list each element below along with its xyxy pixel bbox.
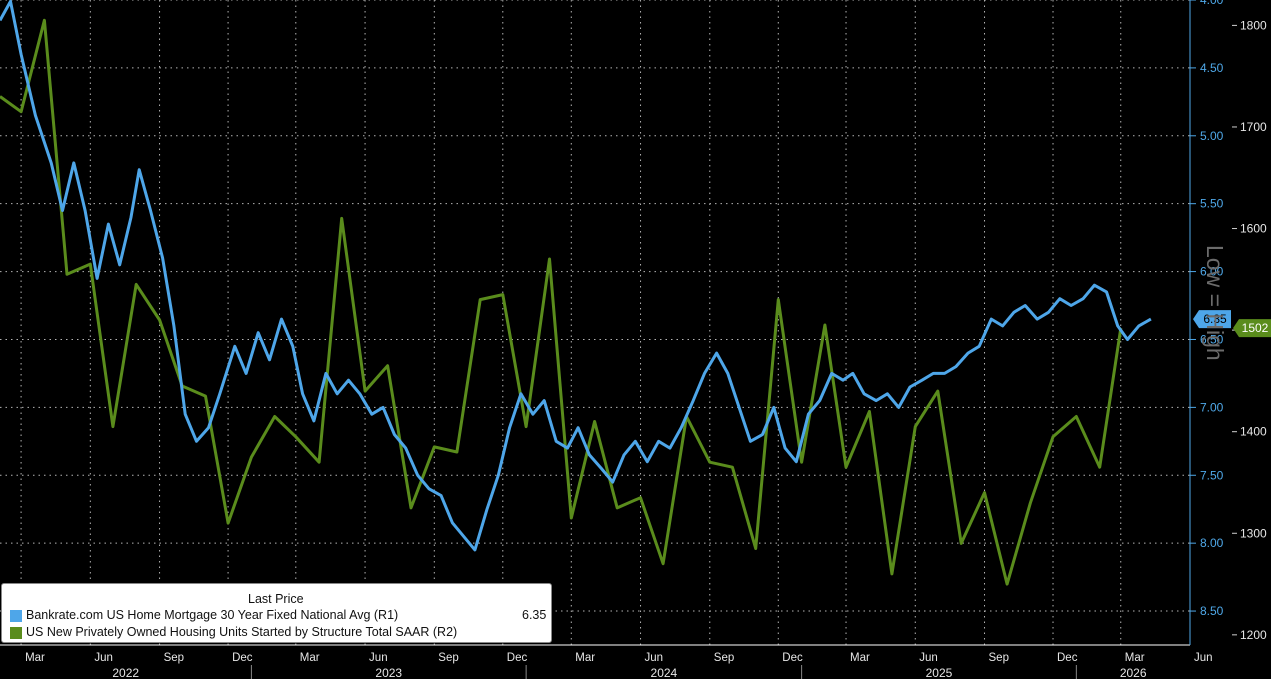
y2-tick-label: 1200 bbox=[1240, 628, 1267, 642]
last-value-label-starts: 1502 bbox=[1242, 321, 1269, 335]
y1-tick-label: 7.00 bbox=[1200, 400, 1224, 414]
y1-tick-label: 7.50 bbox=[1200, 468, 1224, 482]
y2-tick-label: 1400 bbox=[1240, 425, 1267, 439]
y1-tick-label: 8.50 bbox=[1200, 604, 1224, 618]
x-tick-label: Mar bbox=[300, 652, 320, 664]
x-tick-label: Jun bbox=[369, 652, 388, 664]
y2-tick-label: 1800 bbox=[1240, 18, 1267, 32]
x-tick-label: Dec bbox=[507, 652, 528, 664]
series-line-housing-starts bbox=[0, 18, 1123, 586]
x-tick-label: Dec bbox=[1057, 652, 1078, 664]
y2-tick-label: 1300 bbox=[1240, 526, 1267, 540]
scale-direction-text: Low = High bbox=[1202, 245, 1228, 361]
y2-tick-label: 1600 bbox=[1240, 222, 1267, 236]
legend-item-mortgage: Bankrate.com US Home Mortgage 30 Year Fi… bbox=[10, 608, 550, 624]
y1-tick-label: 4.50 bbox=[1200, 61, 1224, 75]
x-tick-label: Sep bbox=[164, 652, 184, 664]
y1-tick-label: 5.00 bbox=[1200, 129, 1224, 143]
last-value-tag-mortgage bbox=[1193, 310, 1231, 329]
legend: Last Price Bankrate.com US Home Mortgage… bbox=[1, 583, 552, 643]
x-year-label: 2026 bbox=[1120, 666, 1147, 679]
legend-value-mortgage: 6.35 bbox=[522, 608, 547, 622]
y1-tick-label: 6.50 bbox=[1200, 332, 1224, 346]
x-tick-label: Jun bbox=[919, 652, 938, 664]
last-value-tag-starts bbox=[1233, 319, 1271, 338]
x-tick-label: Mar bbox=[850, 652, 870, 664]
y2-tick-label: 1700 bbox=[1240, 120, 1267, 134]
legend-swatch-mortgage bbox=[10, 610, 22, 622]
x-tick-label: Dec bbox=[232, 652, 253, 664]
x-year-label: 2022 bbox=[112, 666, 139, 679]
y1-tick-label: 6.00 bbox=[1200, 265, 1224, 279]
x-tick-label: Sep bbox=[714, 652, 734, 664]
x-tick-label: Jun bbox=[94, 652, 113, 664]
series-line-mortgage-rate bbox=[0, 0, 1152, 552]
x-tick-label: Dec bbox=[782, 652, 803, 664]
x-tick-label: Sep bbox=[989, 652, 1009, 664]
y1-tick-label: 5.50 bbox=[1200, 197, 1224, 211]
x-year-label: 2025 bbox=[926, 666, 953, 679]
legend-item-starts: US New Privately Owned Housing Units Sta… bbox=[10, 625, 550, 641]
x-tick-label: Jun bbox=[645, 652, 664, 664]
x-tick-label: Mar bbox=[1125, 652, 1145, 664]
y1-tick-label: 4.00 bbox=[1200, 0, 1224, 7]
scale-direction-label: Low = High bbox=[1200, 245, 1230, 395]
legend-swatch-starts bbox=[10, 627, 22, 639]
x-tick-label: Sep bbox=[438, 652, 458, 664]
x-tick-label: Jun bbox=[1194, 652, 1213, 664]
y1-tick-label: 8.00 bbox=[1200, 536, 1224, 550]
x-tick-label: Mar bbox=[25, 652, 45, 664]
x-year-label: 2024 bbox=[651, 666, 678, 679]
legend-label-starts: US New Privately Owned Housing Units Sta… bbox=[26, 625, 458, 639]
last-value-label-mortgage: 6.35 bbox=[1203, 312, 1227, 326]
x-year-label: 2023 bbox=[375, 666, 402, 679]
legend-header: Last Price bbox=[248, 592, 304, 606]
x-tick-label: Mar bbox=[575, 652, 595, 664]
legend-label-mortgage: Bankrate.com US Home Mortgage 30 Year Fi… bbox=[26, 608, 399, 622]
